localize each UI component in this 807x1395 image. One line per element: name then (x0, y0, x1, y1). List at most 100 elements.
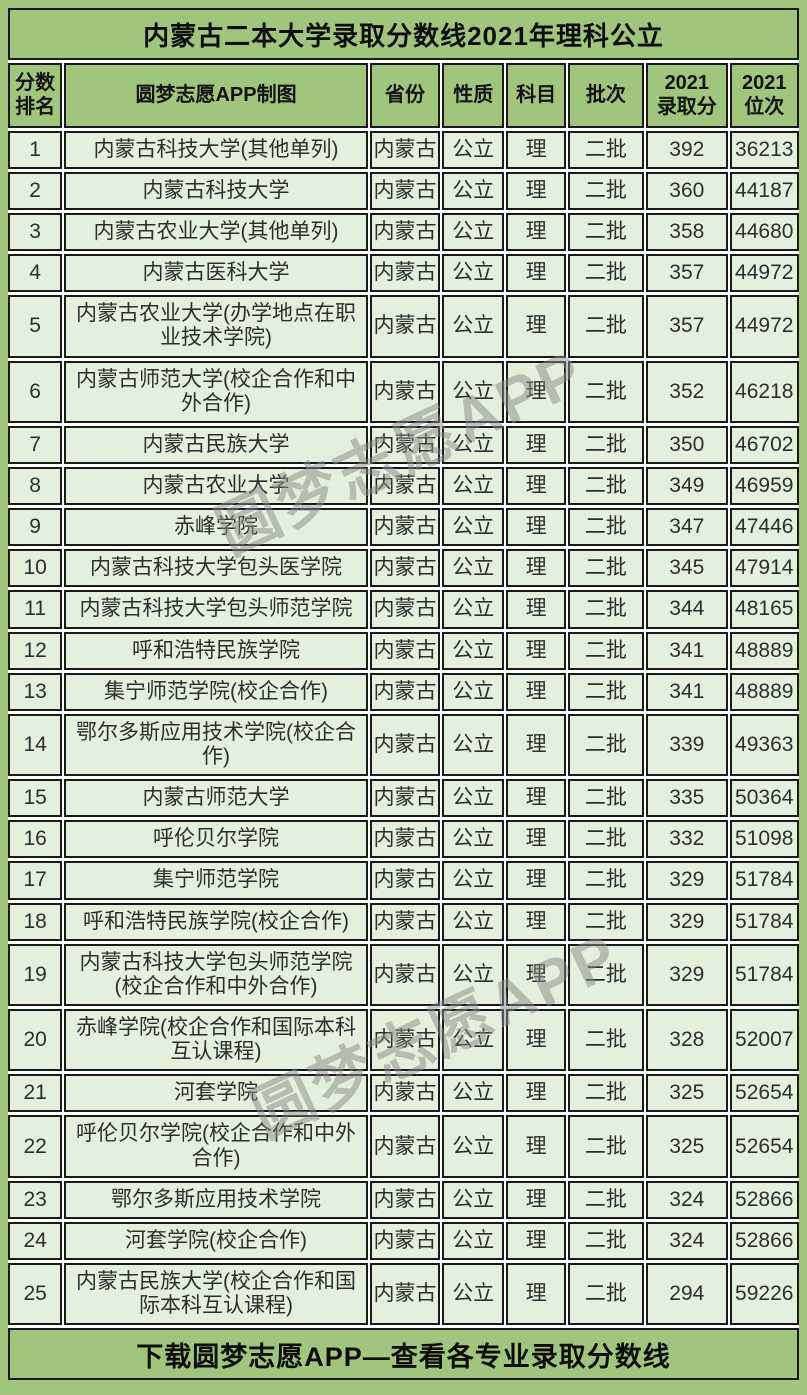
cell-rank: 22 (8, 1115, 63, 1178)
cell-school: 河套学院(校企合作) (64, 1221, 368, 1260)
title-row: 内蒙古二本大学录取分数线2021年理科公立 (8, 8, 799, 60)
cell-score-2021: 329 (646, 943, 728, 1007)
table-row: 25 内蒙古民族大学(校企合作和国际本科互认课程) 内蒙古 公立理二批 294 59226 (8, 1263, 799, 1326)
cell-position-2021: 48889 (729, 631, 799, 670)
cell-subject: 理 (506, 1115, 566, 1178)
cell-position-2021: 46218 (729, 360, 799, 423)
cell-rank: 8 (8, 467, 63, 506)
column-header-province: 省份 (369, 63, 441, 128)
cell-position-2021: 49363 (729, 713, 799, 777)
cell-rank: 7 (8, 425, 63, 465)
cell-province: 内蒙古 (369, 1115, 441, 1178)
cell-province: 内蒙古 (369, 1074, 441, 1113)
table-row: 17 集宁师范学院 内蒙古 公立理二批 329 51784 (8, 861, 799, 900)
table-row: 8 内蒙古农业大学 内蒙古 公立理二批 349 46959 (8, 467, 799, 506)
cell-ownership: 公立 (442, 902, 505, 941)
cell-score-2021: 329 (646, 902, 728, 941)
cell-ownership: 公立 (442, 820, 505, 859)
cell-score-2021: 325 (646, 1074, 728, 1113)
cell-province: 内蒙古 (369, 943, 441, 1007)
cell-school: 内蒙古民族大学 (64, 425, 368, 465)
table-row: 21 河套学院 内蒙古 公立理二批 325 52654 (8, 1074, 799, 1113)
cell-school: 呼和浩特民族学院 (64, 631, 368, 670)
cell-batch: 二批 (567, 943, 645, 1007)
cell-subject: 理 (506, 130, 566, 169)
cell-subject: 理 (506, 902, 566, 941)
cell-province: 内蒙古 (369, 1180, 441, 1219)
table-row: 20 赤峰学院(校企合作和国际本科互认课程) 内蒙古 公立理二批 328 52007 (8, 1009, 799, 1072)
cell-score-2021: 332 (646, 820, 728, 859)
cell-ownership: 公立 (442, 1221, 505, 1260)
cell-batch: 二批 (567, 672, 645, 711)
cell-batch: 二批 (567, 425, 645, 465)
score-table-wrap: 内蒙古二本大学录取分数线2021年理科公立 分数 排名 圆梦志愿APP制图 省份 性质… (8, 8, 799, 1381)
cell-province: 内蒙古 (369, 130, 441, 169)
cell-ownership: 公立 (442, 1115, 505, 1178)
cell-province: 内蒙古 (369, 425, 441, 465)
cell-position-2021: 44972 (729, 295, 799, 358)
cell-position-2021: 46959 (729, 467, 799, 506)
table-footer-note: 下载圆梦志愿APP—查看各专业录取分数线 (8, 1328, 799, 1381)
cell-position-2021: 48889 (729, 672, 799, 711)
table-row: 6 内蒙古师范大学(校企合作和中外合作) 内蒙古 公立理二批 352 46218 (8, 360, 799, 423)
admission-score-table: 内蒙古二本大学录取分数线2021年理科公立 分数 排名 圆梦志愿APP制图 省份 性质… (8, 8, 799, 1381)
cell-ownership: 公立 (442, 713, 505, 777)
cell-ownership: 公立 (442, 1009, 505, 1072)
cell-rank: 1 (8, 130, 63, 169)
cell-ownership: 公立 (442, 590, 505, 629)
cell-school: 集宁师范学院 (64, 861, 368, 900)
cell-score-2021: 341 (646, 672, 728, 711)
cell-subject: 理 (506, 425, 566, 465)
cell-province: 内蒙古 (369, 295, 441, 358)
cell-ownership: 公立 (442, 943, 505, 1007)
cell-school: 内蒙古师范大学 (64, 779, 368, 818)
cell-batch: 二批 (567, 1180, 645, 1219)
cell-batch: 二批 (567, 820, 645, 859)
table-row: 22 呼伦贝尔学院(校企合作和中外合作) 内蒙古 公立理二批 325 52654 (8, 1115, 799, 1178)
cell-school: 内蒙古科技大学包头医学院 (64, 549, 368, 588)
cell-province: 内蒙古 (369, 861, 441, 900)
column-header-subject: 科目 (506, 63, 566, 128)
table-row: 2 内蒙古科技大学 内蒙古 公立理二批 360 44187 (8, 171, 799, 211)
cell-batch: 二批 (567, 295, 645, 358)
cell-rank: 4 (8, 254, 63, 293)
cell-position-2021: 52866 (729, 1221, 799, 1260)
cell-score-2021: 329 (646, 861, 728, 900)
header-row: 分数 排名 圆梦志愿APP制图 省份 性质 科目 批次 2021 录取分 2021 位次 (8, 63, 799, 128)
cell-position-2021: 59226 (729, 1263, 799, 1326)
cell-subject: 理 (506, 467, 566, 506)
cell-rank: 17 (8, 861, 63, 900)
cell-score-2021: 349 (646, 467, 728, 506)
column-header-ownership: 性质 (442, 63, 505, 128)
cell-batch: 二批 (567, 508, 645, 547)
table-row: 1 内蒙古科技大学(其他单列) 内蒙古 公立理二批 392 36213 (8, 130, 799, 169)
cell-subject: 理 (506, 590, 566, 629)
cell-score-2021: 324 (646, 1221, 728, 1260)
table-row: 11 内蒙古科技大学包头师范学院 内蒙古 公立理二批 344 48165 (8, 590, 799, 629)
cell-ownership: 公立 (442, 549, 505, 588)
cell-subject: 理 (506, 1263, 566, 1326)
cell-batch: 二批 (567, 713, 645, 777)
cell-score-2021: 324 (646, 1180, 728, 1219)
cell-ownership: 公立 (442, 360, 505, 423)
cell-subject: 理 (506, 943, 566, 1007)
cell-score-2021: 392 (646, 130, 728, 169)
cell-ownership: 公立 (442, 631, 505, 670)
cell-subject: 理 (506, 1221, 566, 1260)
cell-province: 内蒙古 (369, 1263, 441, 1326)
cell-score-2021: 347 (646, 508, 728, 547)
cell-school: 集宁师范学院(校企合作) (64, 672, 368, 711)
cell-rank: 6 (8, 360, 63, 423)
cell-rank: 25 (8, 1263, 63, 1326)
cell-subject: 理 (506, 295, 566, 358)
cell-rank: 16 (8, 820, 63, 859)
cell-position-2021: 51784 (729, 943, 799, 1007)
cell-score-2021: 360 (646, 171, 728, 211)
cell-batch: 二批 (567, 590, 645, 629)
cell-rank: 23 (8, 1180, 63, 1219)
cell-score-2021: 345 (646, 549, 728, 588)
cell-school: 河套学院 (64, 1074, 368, 1113)
cell-ownership: 公立 (442, 295, 505, 358)
table-row: 24 河套学院(校企合作) 内蒙古 公立理二批 324 52866 (8, 1221, 799, 1260)
cell-province: 内蒙古 (369, 508, 441, 547)
